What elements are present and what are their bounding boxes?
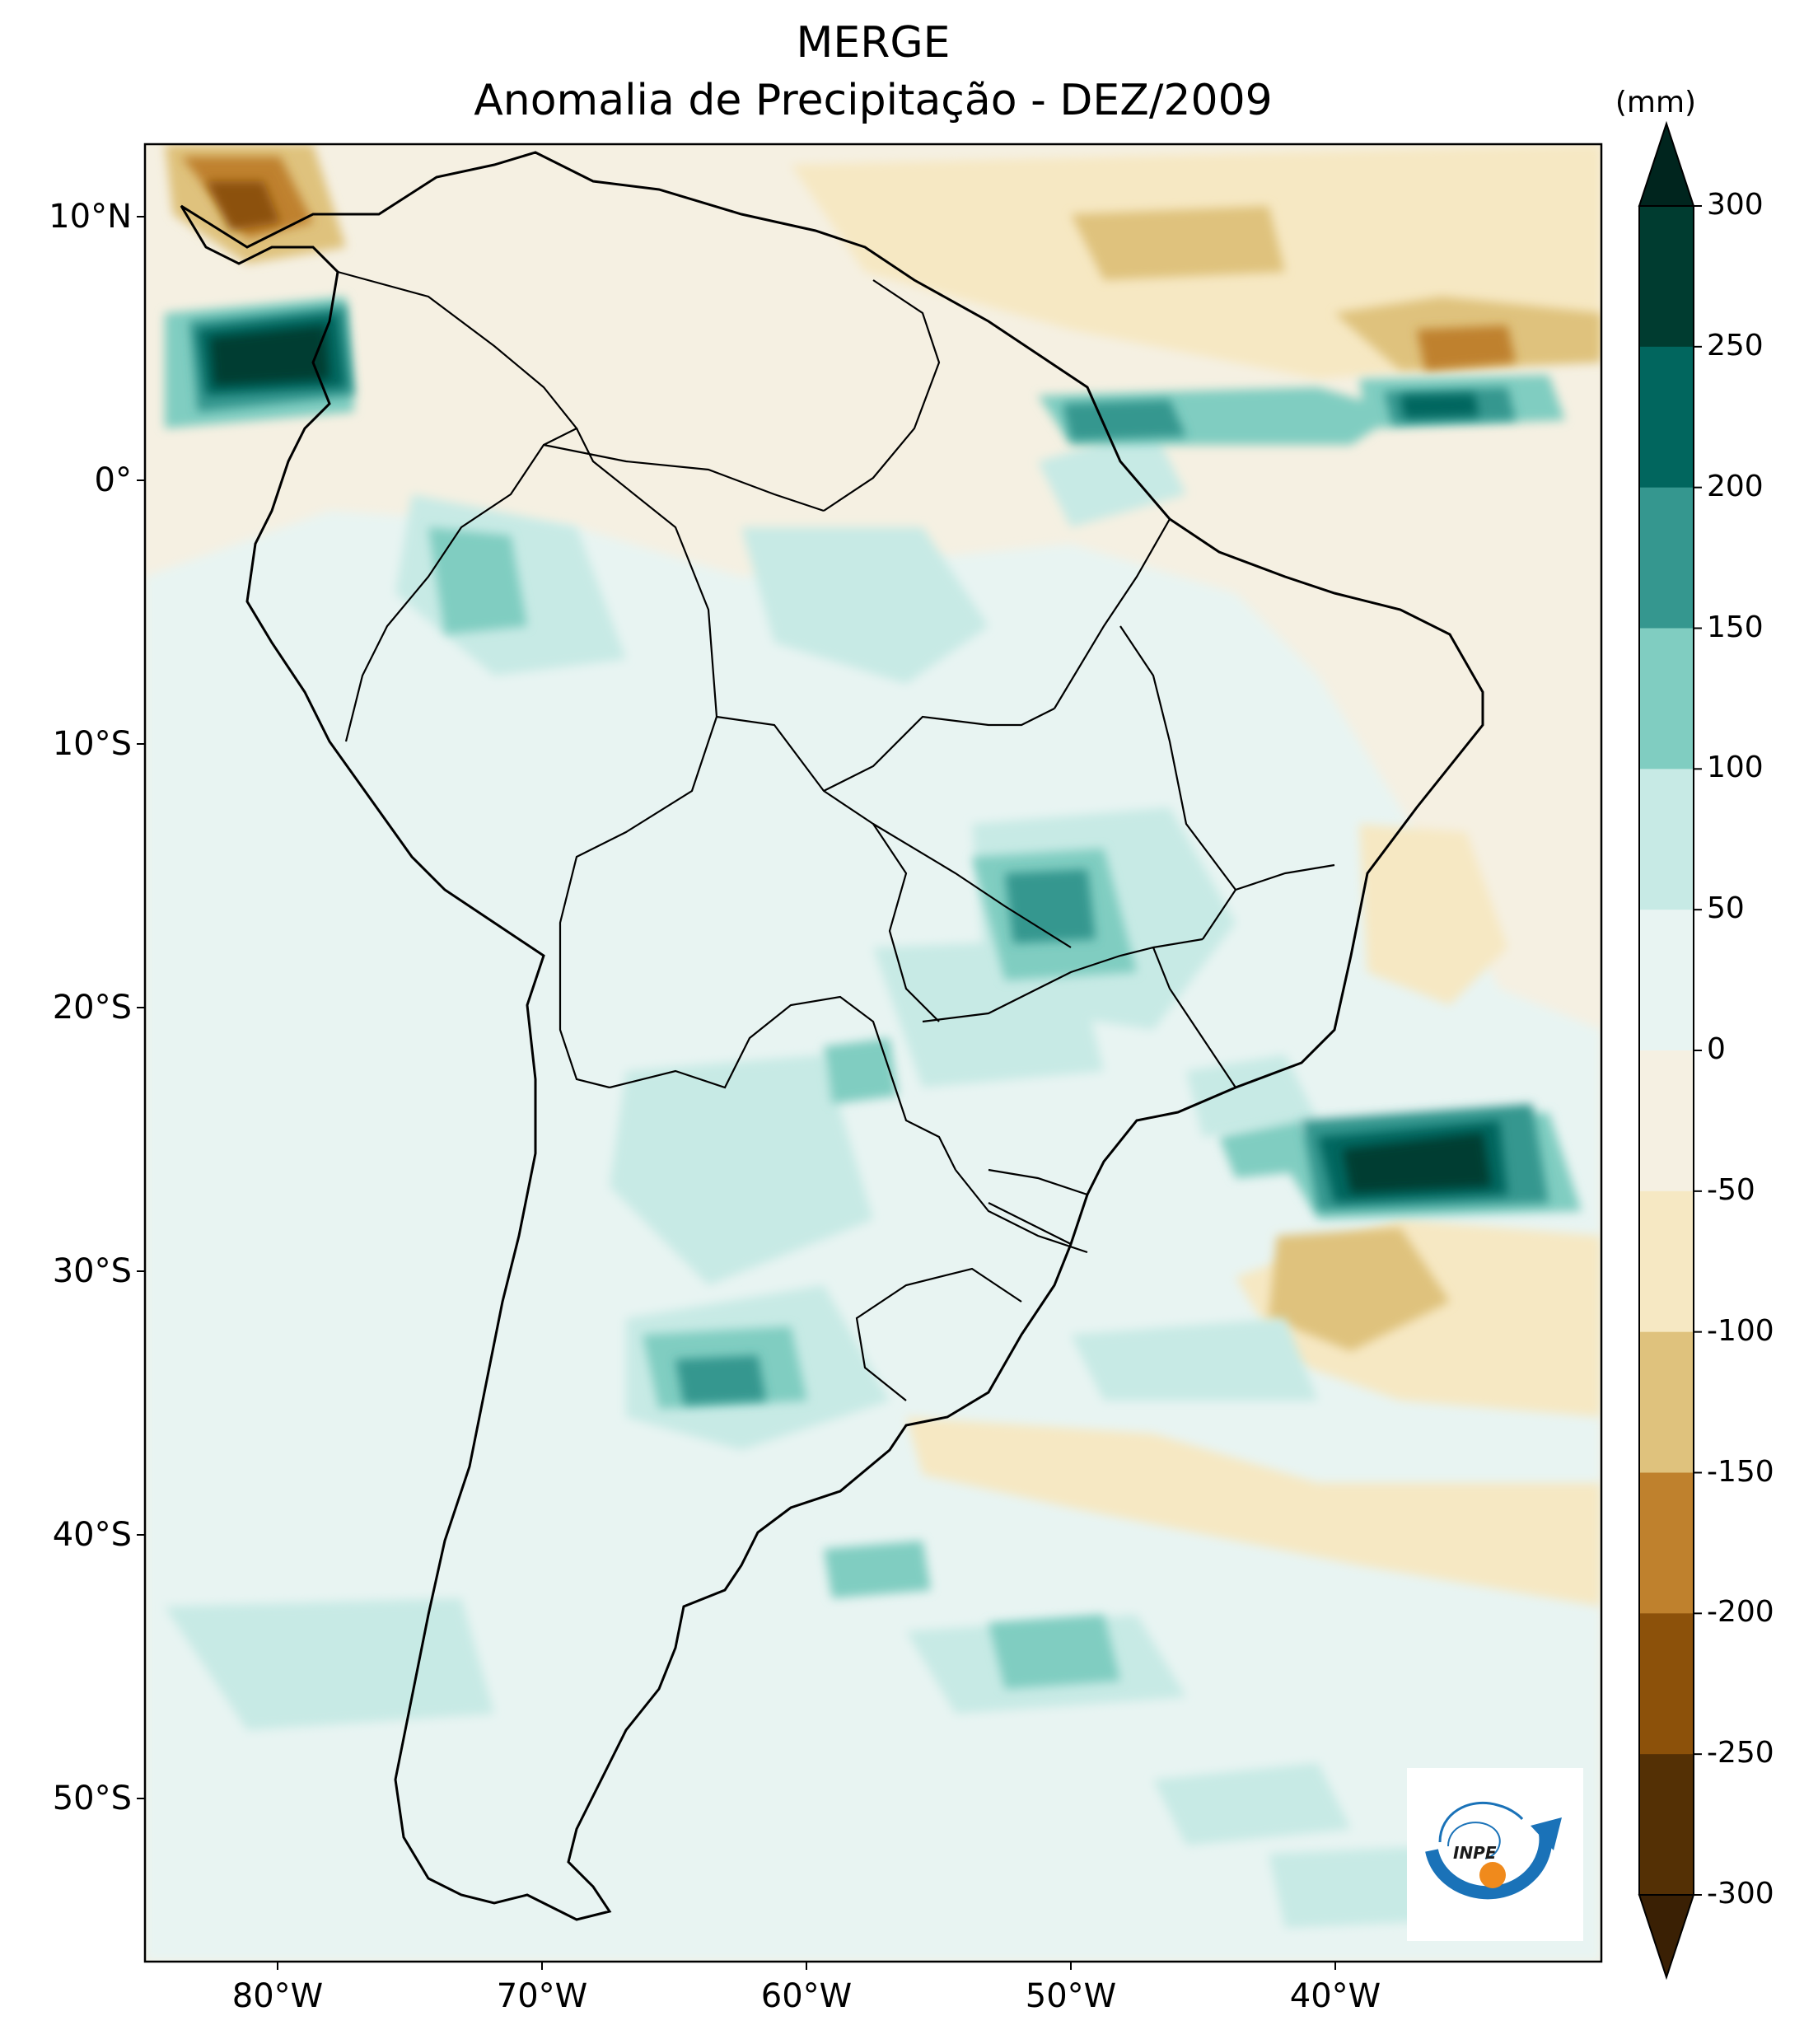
continent-outline xyxy=(180,151,1484,1921)
colorbar-segment xyxy=(1639,769,1694,910)
lat-label-0: 0° xyxy=(94,461,132,499)
lon-label-50w: 50°W xyxy=(1025,1977,1117,2015)
axis-ticks xyxy=(137,216,1336,1970)
colorbar-segment xyxy=(1639,1190,1694,1333)
colorbar-tick-label: 150 xyxy=(1707,610,1764,644)
colorbar-tick-label: 200 xyxy=(1707,469,1764,503)
colorbar-tick-label: -200 xyxy=(1707,1595,1774,1630)
colorbar-segment xyxy=(1639,1613,1694,1755)
colorbar-unit-label: (mm) xyxy=(1615,86,1697,119)
colorbar-segment xyxy=(1639,628,1694,769)
colorbar-tick-label: 50 xyxy=(1707,891,1745,926)
lat-label-50s: 50°S xyxy=(52,1780,132,1817)
lon-label-80w: 80°W xyxy=(231,1977,324,2015)
colorbar-segment xyxy=(1639,346,1694,489)
lon-label-60w: 60°W xyxy=(760,1977,853,2015)
map-title: MERGE xyxy=(796,18,951,68)
colorbar-segment xyxy=(1639,1472,1694,1614)
country-borders xyxy=(337,270,1335,1401)
colorbar-tick-label: -150 xyxy=(1707,1454,1774,1489)
inpe-logo: INPE xyxy=(1407,1768,1583,1941)
colorbar-tick-label: -250 xyxy=(1707,1736,1774,1770)
colorbar-segment xyxy=(1639,206,1694,348)
inpe-logo-text: INPE xyxy=(1453,1843,1497,1863)
colorbar-tick-label: -50 xyxy=(1707,1172,1755,1207)
lat-label-10s: 10°S xyxy=(52,725,132,763)
map-subtitle: Anomalia de Precipitação - DEZ/2009 xyxy=(474,76,1273,125)
inpe-logo-icon: INPE xyxy=(1425,1801,1562,1900)
lon-label-40w: 40°W xyxy=(1289,1977,1381,2015)
colorbar-tick-label: -300 xyxy=(1707,1877,1774,1911)
colorbar-tick-label: 300 xyxy=(1707,188,1764,222)
colorbar-tick-label: 250 xyxy=(1707,328,1764,362)
colorbar-tick-label: 0 xyxy=(1707,1032,1726,1066)
colorbar-tick-label: 100 xyxy=(1707,751,1764,785)
map-frame xyxy=(143,143,1603,1963)
colorbar-segment xyxy=(1639,910,1694,1051)
colorbar-tick-label: -100 xyxy=(1707,1313,1774,1348)
colorbar xyxy=(1638,120,1702,1981)
lat-label-30s: 30°S xyxy=(52,1252,132,1290)
lat-label-20s: 20°S xyxy=(52,989,132,1027)
colorbar-segment xyxy=(1639,487,1694,629)
colorbar-segment xyxy=(1639,1754,1694,1896)
colorbar-segment xyxy=(1639,1050,1694,1192)
colorbar-segment xyxy=(1639,1331,1694,1473)
lat-label-40s: 40°S xyxy=(52,1516,132,1554)
anomaly-field xyxy=(145,144,1601,1962)
lat-label-10n: 10°N xyxy=(49,198,132,236)
lon-label-70w: 70°W xyxy=(496,1977,588,2015)
